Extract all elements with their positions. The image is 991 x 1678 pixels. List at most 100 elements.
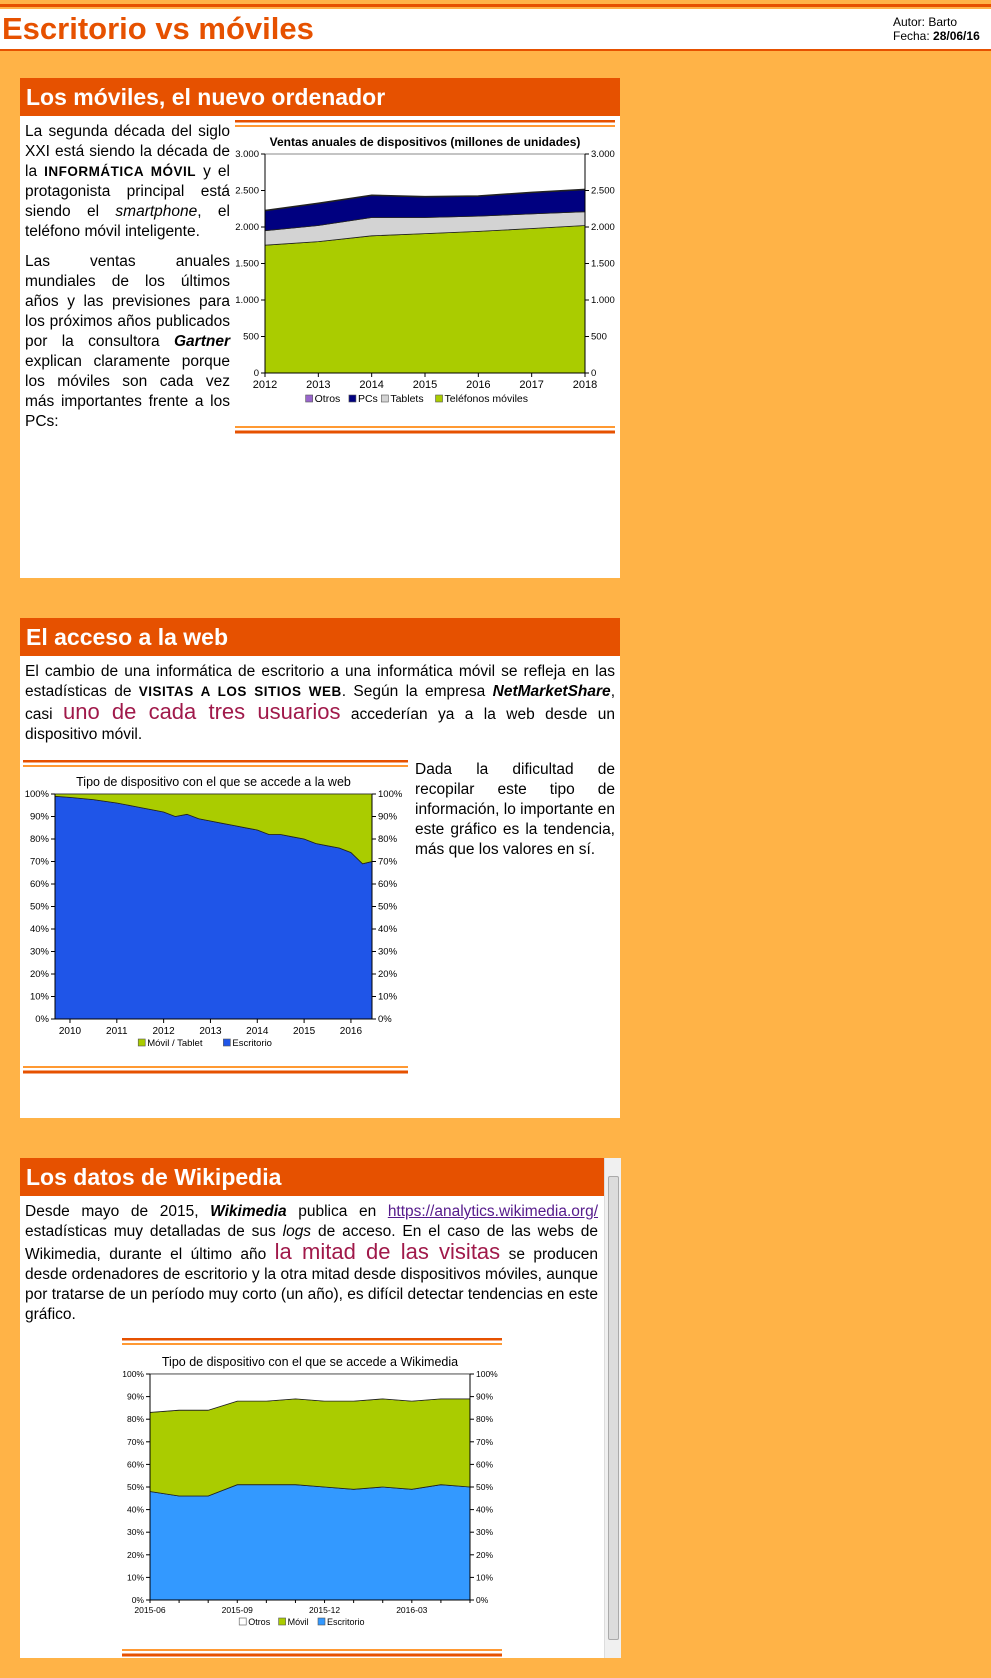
legend-label: Móvil / Tablet bbox=[147, 1038, 203, 1049]
scrollbar[interactable] bbox=[604, 1158, 621, 1658]
x-tick-label: 2012 bbox=[253, 379, 277, 391]
y-tick-label: 10% bbox=[127, 1572, 144, 1582]
page-title: Escritorio vs móviles bbox=[2, 11, 314, 46]
section: Los datos de Wikipedia Desde mayo de 201… bbox=[20, 1158, 621, 1658]
y-tick-label: 20% bbox=[30, 969, 50, 980]
paragraph: Dada la dificultad de recopilar este tip… bbox=[415, 760, 615, 860]
legend-label: Escritorio bbox=[232, 1038, 272, 1049]
legend-swatch bbox=[348, 394, 357, 403]
legend-swatch bbox=[317, 1617, 326, 1626]
y-tick-label: 100% bbox=[378, 789, 403, 800]
y-tick-label: 20% bbox=[127, 1550, 144, 1560]
link[interactable]: https://analytics.wikimedia.org/ bbox=[387, 1203, 599, 1220]
y-tick-label: 1.500 bbox=[591, 259, 615, 270]
text: Gartner bbox=[174, 333, 230, 350]
y-tick-label: 0% bbox=[476, 1595, 489, 1605]
x-tick-label: 2016-03 bbox=[396, 1605, 427, 1615]
x-tick-label: 2014 bbox=[359, 379, 383, 391]
y-tick-label: 90% bbox=[127, 1392, 144, 1402]
y-tick-label: 30% bbox=[127, 1527, 144, 1537]
y-tick-label: 0% bbox=[35, 1014, 49, 1025]
y-tick-label: 70% bbox=[127, 1437, 144, 1447]
text: VISITAS A LOS SITIOS WEB bbox=[138, 684, 342, 699]
text: la mitad de las visitas bbox=[274, 1239, 501, 1264]
y-tick-label: 60% bbox=[30, 879, 50, 890]
y-tick-label: 80% bbox=[30, 834, 50, 845]
y-tick-label: 60% bbox=[378, 879, 398, 890]
section-title: Los móviles, el nuevo ordenador bbox=[20, 78, 620, 116]
section: El acceso a la web El cambio de una info… bbox=[20, 618, 620, 1118]
y-tick-label: 2.500 bbox=[235, 186, 259, 197]
text: El cambio de una informática de escritor… bbox=[25, 663, 615, 700]
legend-label: Otros bbox=[315, 393, 341, 405]
y-tick-label: 40% bbox=[476, 1505, 493, 1515]
y-tick-label: 50% bbox=[378, 902, 398, 913]
y-tick-label: 50% bbox=[127, 1482, 144, 1492]
legend-swatch bbox=[223, 1038, 231, 1047]
header: Escritorio vs móviles Autor: Barto Fecha… bbox=[0, 9, 991, 51]
y-tick-label: 10% bbox=[30, 992, 50, 1003]
area bbox=[149, 1398, 471, 1497]
scroll-thumb[interactable] bbox=[608, 1176, 619, 1640]
text: publica en bbox=[286, 1203, 388, 1220]
text: accederían ya a la web desde un disposit… bbox=[25, 706, 615, 743]
text: logs bbox=[282, 1223, 312, 1240]
x-tick-label: 2015 bbox=[293, 1026, 316, 1037]
text: La segunda década del siglo XXI está sie… bbox=[25, 123, 230, 180]
x-tick-label: 2013 bbox=[306, 379, 330, 391]
y-tick-label: 50% bbox=[476, 1482, 493, 1492]
y-tick-label: 90% bbox=[30, 812, 50, 823]
y-tick-label: 0 bbox=[254, 368, 259, 379]
text: uno de cada tres usuarios bbox=[62, 699, 341, 724]
x-tick-label: 2016 bbox=[466, 379, 490, 391]
date-label: Fecha: bbox=[893, 29, 930, 43]
x-tick-label: 2015-09 bbox=[222, 1605, 253, 1615]
chart: Ventas anuales de dispositivos (millones… bbox=[235, 120, 615, 434]
legend-label: Móvil bbox=[288, 1617, 309, 1627]
x-tick-label: 2015 bbox=[413, 379, 437, 391]
y-tick-label: 1.000 bbox=[591, 295, 615, 306]
section-text: Dada la dificultad de recopilar este tip… bbox=[415, 760, 615, 870]
y-tick-label: 80% bbox=[476, 1414, 493, 1424]
y-tick-label: 0% bbox=[378, 1014, 392, 1025]
legend-swatch bbox=[238, 1617, 247, 1626]
y-tick-label: 2.000 bbox=[591, 222, 615, 233]
section-text: El cambio de una informática de escritor… bbox=[25, 662, 615, 755]
y-tick-label: 70% bbox=[378, 857, 398, 868]
y-tick-label: 60% bbox=[476, 1459, 493, 1469]
text: estadísticas muy detalladas de sus bbox=[25, 1223, 283, 1240]
text: , el teléfono móvil inteligente. bbox=[25, 203, 230, 240]
legend-swatch bbox=[278, 1617, 286, 1626]
chart-title: Tipo de dispositivo con el que se accede… bbox=[162, 1355, 458, 1369]
y-tick-label: 20% bbox=[476, 1550, 493, 1560]
x-tick-label: 2015-12 bbox=[309, 1605, 340, 1615]
y-tick-label: 70% bbox=[476, 1437, 493, 1447]
section-title: Los datos de Wikipedia bbox=[20, 1158, 604, 1196]
legend-swatch bbox=[435, 394, 443, 403]
legend-label: Otros bbox=[248, 1617, 271, 1627]
y-tick-label: 70% bbox=[30, 857, 50, 868]
chart-title: Ventas anuales de dispositivos (millones… bbox=[270, 135, 581, 149]
author-label: Autor: bbox=[893, 15, 926, 29]
meta: Autor: Barto Fecha: 28/06/16 bbox=[893, 15, 980, 43]
legend-swatch bbox=[305, 394, 313, 403]
text: y el protagonista principal está siendo … bbox=[25, 163, 230, 220]
y-tick-label: 0 bbox=[591, 368, 596, 379]
y-tick-label: 90% bbox=[476, 1392, 493, 1402]
text: Desde mayo de 2015, bbox=[25, 1203, 211, 1220]
y-tick-label: 10% bbox=[476, 1572, 493, 1582]
y-tick-label: 50% bbox=[30, 902, 50, 913]
y-tick-label: 3.000 bbox=[235, 149, 259, 160]
paragraph: Desde mayo de 2015, Wikimedia publica en… bbox=[25, 1202, 598, 1325]
text: INFORMÁTICA MÓVIL bbox=[44, 164, 196, 179]
x-tick-label: 2014 bbox=[246, 1026, 269, 1037]
x-tick-label: 2010 bbox=[59, 1026, 82, 1037]
x-tick-label: 2013 bbox=[199, 1026, 222, 1037]
y-tick-label: 2.500 bbox=[591, 186, 615, 197]
y-tick-label: 20% bbox=[378, 969, 398, 980]
text: se producen desde ordenadores de escrito… bbox=[25, 1246, 598, 1323]
x-tick-label: 2018 bbox=[573, 379, 597, 391]
y-tick-label: 30% bbox=[476, 1527, 493, 1537]
chart: Tipo de dispositivo con el que se accede… bbox=[122, 1338, 502, 1657]
